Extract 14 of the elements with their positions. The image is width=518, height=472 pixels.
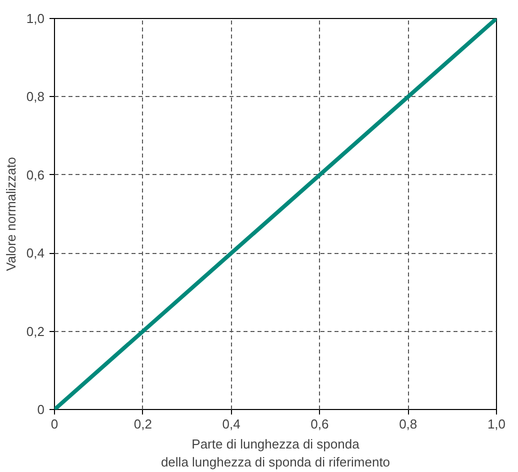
y-tick-label: 1,0: [26, 11, 45, 26]
x-tick-label: 0,8: [399, 416, 418, 432]
x-tick-label: 1,0: [487, 416, 506, 432]
y-tick-label: 0,6: [26, 167, 45, 182]
y-tick-label: 0,8: [26, 89, 45, 104]
x-tick-label: 0,2: [134, 416, 152, 432]
y-tick-label: 0: [37, 402, 45, 417]
x-tick-label: 0,4: [222, 416, 240, 432]
y-axis-title: Valore normalizzato: [3, 157, 18, 271]
x-tick-label: 0: [50, 416, 58, 432]
x-axis-title: Parte di lunghezza di sponda della lunghezza di sponda di riferimento: [160, 436, 390, 470]
y-tick-label: 0,2: [26, 324, 45, 339]
x-tick-label: 0,6: [310, 416, 329, 432]
y-tick-label: 0,4: [26, 246, 45, 261]
